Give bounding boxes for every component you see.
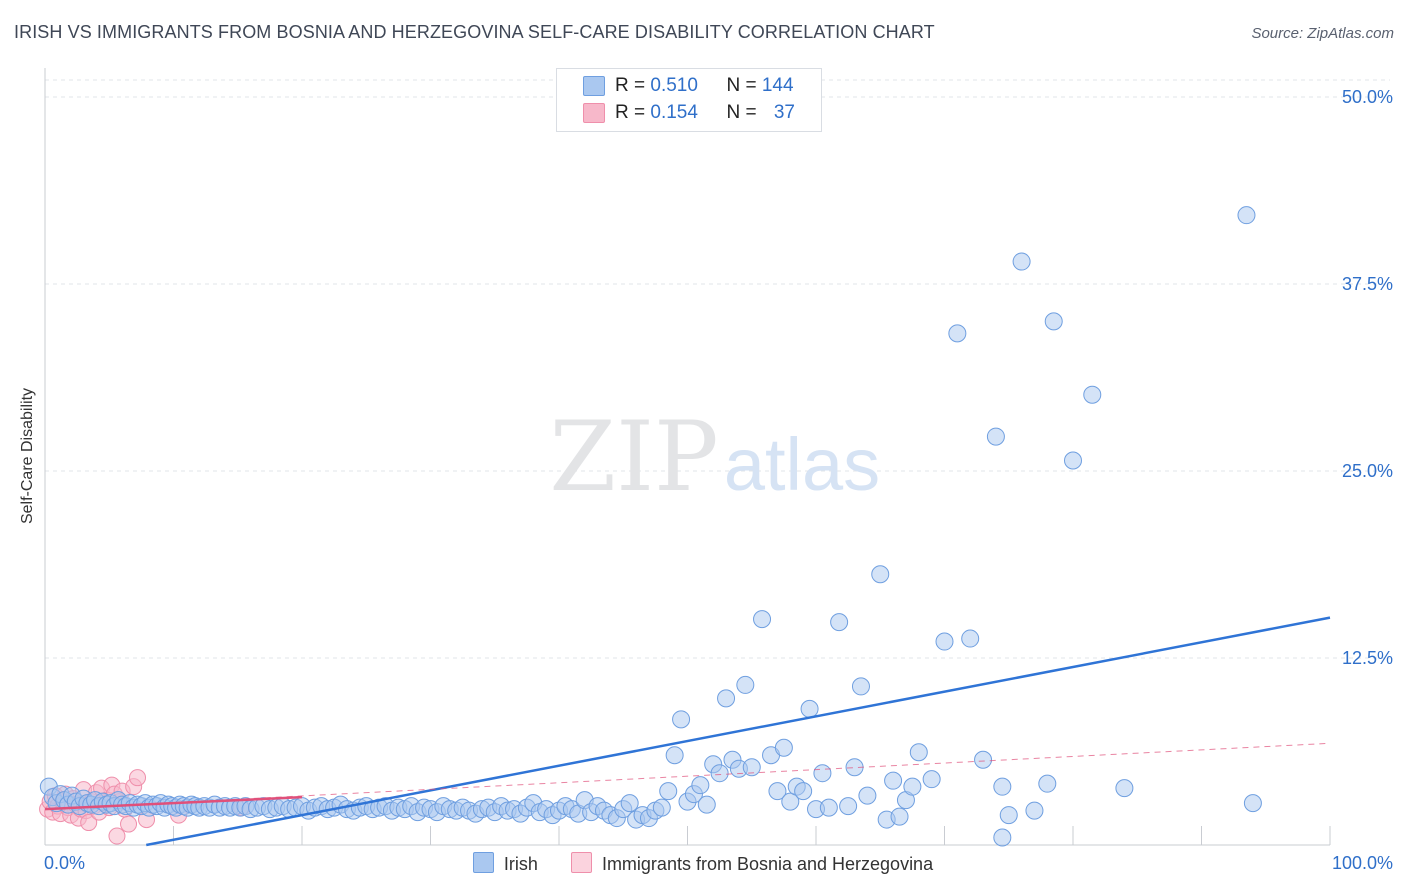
irish-data-point	[903, 777, 922, 796]
bosnia-data-point	[108, 827, 126, 845]
irish-data-point	[652, 798, 671, 817]
irish-data-point	[1044, 312, 1063, 331]
irish-data-point	[774, 738, 793, 757]
irish-data-point	[768, 782, 787, 801]
irish-data-point	[839, 797, 858, 816]
bosnia-data-point	[120, 815, 138, 833]
irish-data-point	[794, 782, 813, 801]
legend-item-irish[interactable]: Irish	[472, 852, 538, 875]
irish-data-point	[742, 758, 761, 777]
irish-data-point	[851, 677, 870, 696]
irish-data-point	[1064, 451, 1082, 470]
irish-data-point	[884, 771, 903, 790]
irish-data-point	[935, 632, 954, 651]
irish-data-point	[819, 798, 838, 817]
bosnia-swatch	[583, 103, 605, 123]
irish-data-point	[948, 324, 967, 343]
irish-data-point	[961, 629, 980, 648]
irish-data-point	[665, 746, 684, 765]
irish-data-point	[753, 610, 772, 629]
irish-data-point	[717, 689, 736, 708]
irish-series-points	[39, 206, 1262, 847]
irish-data-point	[672, 710, 691, 729]
bosnia-data-point	[80, 814, 98, 832]
irish-data-point	[999, 806, 1018, 825]
x-tick-label: 100.0%	[1332, 853, 1393, 873]
irish-data-point	[830, 613, 849, 632]
irish-data-point	[993, 777, 1012, 796]
irish-swatch	[583, 76, 605, 96]
irish-data-point	[710, 764, 729, 783]
legend-n-label: N =	[726, 102, 762, 123]
watermark: ZIP atlas	[549, 401, 880, 513]
legend-r-label: R =	[615, 102, 651, 123]
irish-data-point	[736, 675, 755, 694]
legend-label-bosnia: Immigrants from Bosnia and Herzegovina	[601, 854, 934, 874]
x-tick-label: 0.0%	[44, 853, 85, 873]
irish-data-point	[659, 782, 678, 801]
correlation-legend: R = 0.510 N = 144 R = 0.154 N = 37	[556, 68, 822, 132]
irish-data-point	[1012, 252, 1031, 271]
irish-data-point	[871, 565, 890, 584]
legend-n-label: N =	[726, 75, 762, 96]
watermark-atlas: atlas	[724, 423, 880, 506]
irish-data-point	[993, 828, 1012, 847]
axes	[44, 68, 1331, 846]
irish-data-point	[890, 807, 909, 826]
tick-labels: 12.5% 25.0% 37.5% 50.0% 0.0% 100.0%	[44, 87, 1393, 873]
source-label: Source: ZipAtlas.com	[1251, 25, 1394, 42]
irish-data-point	[1038, 774, 1057, 793]
irish-legend-swatch	[472, 852, 494, 873]
legend-n-value: 37	[773, 102, 795, 123]
legend-r-value: 0.510	[650, 75, 698, 96]
legend-r-label: R =	[615, 75, 651, 96]
irish-data-point	[922, 770, 941, 789]
bosnia-trend-solid	[44, 795, 303, 811]
irish-data-point	[858, 786, 877, 805]
irish-data-point	[813, 764, 832, 783]
legend-n-value: 144	[761, 75, 794, 96]
irish-data-point	[986, 427, 1005, 446]
y-tick-label: 37.5%	[1342, 274, 1393, 294]
irish-data-point	[1243, 794, 1262, 813]
irish-data-point	[1025, 801, 1044, 820]
watermark-zip: ZIP	[549, 401, 718, 513]
irish-data-point	[800, 699, 819, 718]
y-tick-label: 12.5%	[1342, 648, 1393, 668]
irish-data-point	[781, 792, 800, 811]
legend-r-value: 0.154	[650, 102, 698, 123]
trend-lines	[44, 616, 1331, 847]
irish-data-point	[697, 795, 716, 814]
irish-data-point	[974, 750, 993, 769]
series-legend: Irish Immigrants from Bosnia and Herzego…	[0, 852, 1406, 875]
irish-data-point	[1083, 385, 1102, 404]
irish-data-point	[691, 776, 710, 795]
irish-data-point	[620, 794, 639, 813]
y-tick-label: 25.0%	[1342, 461, 1393, 481]
irish-data-point	[1115, 779, 1134, 798]
irish-data-point	[1237, 206, 1256, 225]
irish-data-point	[909, 743, 928, 762]
y-tick-label: 50.0%	[1342, 87, 1393, 107]
chart-title: IRISH VS IMMIGRANTS FROM BOSNIA AND HERZ…	[14, 22, 935, 42]
bosnia-data-point	[129, 769, 147, 787]
bosnia-legend-swatch	[570, 852, 592, 873]
gridlines	[45, 79, 1390, 659]
irish-trend-line	[146, 616, 1331, 847]
legend-label-irish: Irish	[503, 854, 538, 874]
legend-item-bosnia[interactable]: Immigrants from Bosnia and Herzegovina	[570, 852, 934, 875]
